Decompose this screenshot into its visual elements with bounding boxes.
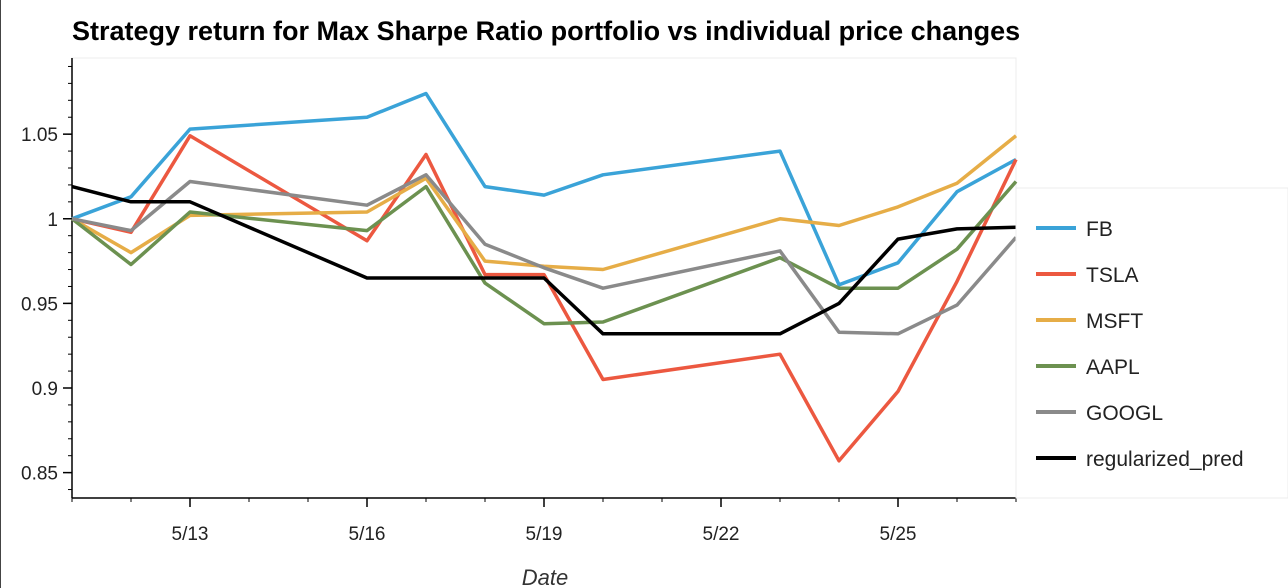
legend-label: FB [1086,218,1113,241]
legend-label: AAPL [1086,356,1140,379]
y-tick-label: 0.85 [21,464,58,485]
legend [1015,187,1288,499]
x-tick-label: 5/19 [526,524,563,545]
legend-label: regularized_pred [1086,448,1244,471]
x-tick-label: 5/16 [349,524,386,545]
series-line-fb [71,91,1017,287]
series-line-regularized_pred [71,184,1017,336]
x-axis-label: Date [522,565,568,588]
x-tick-label: 5/13 [172,524,209,545]
series-line-aapl [70,180,1018,326]
legend-items: FB TSLA MSFT AAPL GOOGL regularized_pred [1036,218,1244,471]
y-tick-label: 1.05 [21,125,58,146]
legend-label: GOOGL [1086,402,1163,425]
chart-title: Strategy return for Max Sharpe Ratio por… [72,16,1020,46]
series-lines [70,91,1018,463]
x-minor-ticks [71,498,1017,502]
x-tick-label: 5/22 [703,524,740,545]
series-line-tsla [71,134,1018,463]
x-ticks: 5/13 5/16 5/19 5/22 5/25 [172,498,917,545]
y-tick-label: 0.9 [32,379,58,400]
legend-label: MSFT [1086,310,1143,333]
x-tick-label: 5/25 [880,524,917,545]
legend-label: TSLA [1086,264,1139,287]
y-tick-label: 0.95 [21,294,58,315]
y-tick-label: 1 [47,210,58,231]
series-line-googl [71,173,1018,336]
y-ticks: 0.85 0.9 0.95 1 1.05 [21,125,72,485]
